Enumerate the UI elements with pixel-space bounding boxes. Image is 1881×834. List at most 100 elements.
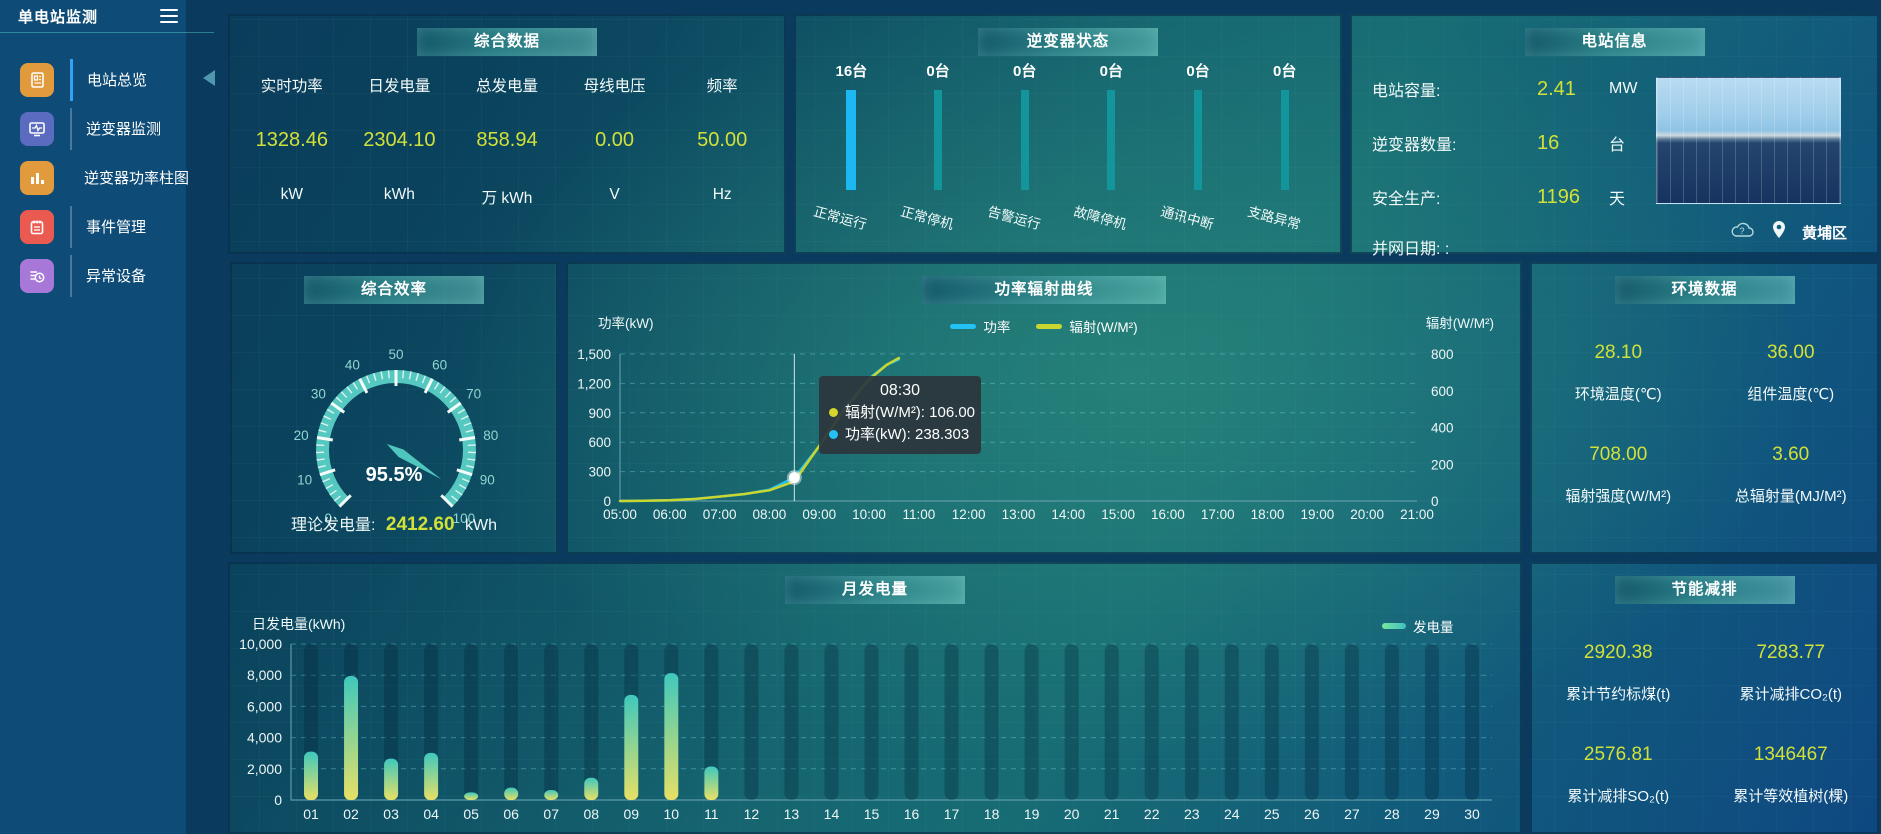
- sidebar-item-inverter-monitor[interactable]: 逆变器监测: [0, 104, 186, 153]
- legend-item-radiation[interactable]: 辐射(W/M²): [1036, 316, 1138, 336]
- environment-stats: 28.10 环境温度(℃) 36.00 组件温度(℃) 708.00 辐射强度(…: [1532, 342, 1877, 506]
- overview-panel-title: 综合数据: [417, 28, 597, 56]
- svg-text:0: 0: [324, 511, 332, 526]
- theory-label: 理论发电量:: [290, 517, 376, 534]
- svg-text:8,000: 8,000: [247, 667, 282, 683]
- svg-text:10: 10: [664, 806, 680, 822]
- inverter-status-branch-abnormal: 0台 支路异常: [1241, 60, 1328, 232]
- status-bar: [934, 90, 942, 190]
- svg-text:28: 28: [1384, 806, 1400, 822]
- metric-label: 实时功率: [260, 78, 323, 95]
- station-info-panel: 电站信息 电站容量: 2.41 MW 逆变器数量: 16 台 安全生产: 119…: [1350, 14, 1879, 258]
- inverter-status-columns: 16台 正常运行 0台 正常停机 0台 告警运行 0台 故障停机 0台 通讯中断…: [808, 60, 1328, 232]
- status-bar: [1194, 90, 1203, 190]
- station-info-title: 电站信息: [1524, 28, 1705, 56]
- svg-text:20: 20: [294, 428, 309, 443]
- sidebar-collapse-arrow[interactable]: [203, 70, 215, 86]
- inverter-power-bars-icon: [20, 160, 54, 195]
- row-unit: 台: [1609, 137, 1626, 154]
- svg-text:22: 22: [1144, 806, 1160, 822]
- svg-text:23: 23: [1184, 806, 1200, 822]
- monthly-generation-panel: 月发电量 日发电量(kWh) 发电量 0 2,000 4,000 6,000 8,000…: [228, 562, 1522, 834]
- stat-coal-saved: 2920.38 累计节约标煤(t): [1532, 642, 1705, 704]
- svg-text:17:00: 17:00: [1201, 507, 1235, 522]
- svg-text:60: 60: [432, 357, 447, 372]
- svg-text:13: 13: [784, 806, 800, 822]
- stat-label: 累计等效植树(棵): [1733, 788, 1849, 805]
- tooltip-time: 08:30: [879, 382, 921, 399]
- tooltip-radiation-row: 辐射(W/M²): 106.00: [829, 402, 975, 424]
- svg-text:600: 600: [588, 435, 611, 450]
- svg-text:11:00: 11:00: [902, 507, 935, 522]
- svg-text:?: ?: [1739, 226, 1744, 236]
- svg-text:07:00: 07:00: [703, 507, 737, 522]
- inverter-status-panel: 逆变器状态 16台 正常运行 0台 正常停机 0台 告警运行 0台 故障停机 0…: [794, 14, 1342, 254]
- stat-so2-reduced: 2576.81 累计减排SO₂(t): [1532, 744, 1705, 806]
- svg-text:21:00: 21:00: [1400, 507, 1434, 522]
- efficiency-panel-title: 综合效率: [304, 276, 484, 304]
- svg-text:0: 0: [1431, 494, 1439, 509]
- stat-value: 708.00: [1589, 444, 1648, 465]
- sidebar-item-station-overview[interactable]: 电站总览: [0, 55, 186, 104]
- power-radiation-panel: 功率辐射曲线 功率(kW) 辐射(W/M²) 功率 辐射(W/M²) 0 300 6…: [566, 262, 1522, 554]
- metric-label: 母线电压: [583, 78, 646, 95]
- stat-label: 累计减排CO₂(t): [1739, 686, 1842, 703]
- sidebar-item-abnormal-devices[interactable]: 异常设备: [0, 251, 186, 300]
- location-pin-icon[interactable]: [1772, 220, 1786, 244]
- station-info-rows: 电站容量: 2.41 MW 逆变器数量: 16 台 安全生产: 1196 天 并…: [1372, 62, 1672, 270]
- line-chart-canvas[interactable]: 0 300 600 900 1,200 1,500 0 200 400 600 800 05:00 06…: [568, 264, 1524, 556]
- inverter-status-alarm-run: 0台 告警运行: [981, 60, 1068, 232]
- stat-total-radiation: 3.60 总辐射量(MJ/M²): [1705, 444, 1878, 506]
- theory-unit: kWh: [465, 517, 498, 534]
- generation-legend-swatch: [1382, 623, 1406, 629]
- stat-co2-reduced: 7283.77 累计减排CO₂(t): [1705, 642, 1878, 704]
- sidebar-item-event-management[interactable]: 事件管理: [0, 202, 186, 251]
- svg-text:07: 07: [543, 806, 559, 822]
- inverter-count-row: 逆变器数量: 16 台: [1372, 116, 1672, 170]
- bar-chart-canvas[interactable]: 0 2,000 4,000 6,000 8,000 10,000 01 02 03 04 05 06 0…: [230, 564, 1524, 834]
- svg-text:4,000: 4,000: [247, 730, 282, 746]
- energy-saving-title: 节能减排: [1614, 576, 1795, 604]
- metric-daily-generation: 日发电量 2304.10 kWh: [346, 62, 454, 240]
- right-axis-title: 辐射(W/M²): [1425, 316, 1494, 331]
- svg-text:800: 800: [1431, 347, 1454, 362]
- menu-toggle-icon[interactable]: [158, 5, 180, 25]
- stat-label: 组件温度(℃): [1747, 386, 1835, 403]
- svg-text:29: 29: [1424, 806, 1440, 822]
- row-value: 16: [1537, 131, 1560, 154]
- legend-label: 辐射(W/M²): [1069, 320, 1138, 335]
- svg-text:13:00: 13:00: [1002, 507, 1036, 522]
- svg-text:09: 09: [623, 806, 639, 822]
- metric-unit: kW: [280, 186, 303, 203]
- energy-saving-stats: 2920.38 累计节约标煤(t) 7283.77 累计减排CO₂(t) 257…: [1532, 642, 1877, 806]
- svg-text:0: 0: [603, 494, 611, 509]
- stat-label: 累计节约标煤(t): [1566, 686, 1671, 703]
- bar-chart-legend[interactable]: 发电量: [1382, 616, 1454, 636]
- row-value: 2.41: [1537, 77, 1576, 100]
- legend-item-power[interactable]: 功率: [950, 316, 1010, 336]
- abnormal-device-icon: [20, 258, 54, 293]
- svg-text:20:00: 20:00: [1350, 507, 1384, 522]
- sidebar-item-label: 逆变器监测: [86, 121, 162, 138]
- legend-label: 发电量: [1413, 620, 1454, 635]
- stat-ambient-temp: 28.10 环境温度(℃): [1532, 342, 1705, 404]
- sidebar-item-inverter-power-bars[interactable]: 逆变器功率柱图: [0, 153, 189, 202]
- inverter-status-comm-lost: 0台 通讯中断: [1155, 60, 1242, 232]
- svg-text:100: 100: [453, 511, 476, 526]
- environment-panel: 环境数据 28.10 环境温度(℃) 36.00 组件温度(℃) 708.00 …: [1530, 262, 1879, 554]
- svg-text:09:00: 09:00: [802, 507, 836, 522]
- stat-module-temp: 36.00 组件温度(℃): [1705, 342, 1878, 404]
- svg-text:10,000: 10,000: [239, 636, 282, 652]
- svg-text:01: 01: [303, 806, 319, 822]
- svg-text:10:00: 10:00: [852, 507, 886, 522]
- radiation-dot-icon: [829, 408, 838, 418]
- svg-text:26: 26: [1304, 806, 1320, 822]
- svg-text:600: 600: [1431, 384, 1454, 399]
- metric-value: 0.00: [595, 129, 635, 151]
- metric-total-generation: 总发电量 858.94 万 kWh: [453, 62, 561, 240]
- tooltip-power-row: 功率(kW): 238.303: [829, 424, 971, 446]
- svg-text:18: 18: [984, 806, 1000, 822]
- svg-text:80: 80: [483, 428, 498, 443]
- weather-cloud-icon[interactable]: ?: [1730, 221, 1756, 244]
- svg-text:70: 70: [466, 387, 481, 402]
